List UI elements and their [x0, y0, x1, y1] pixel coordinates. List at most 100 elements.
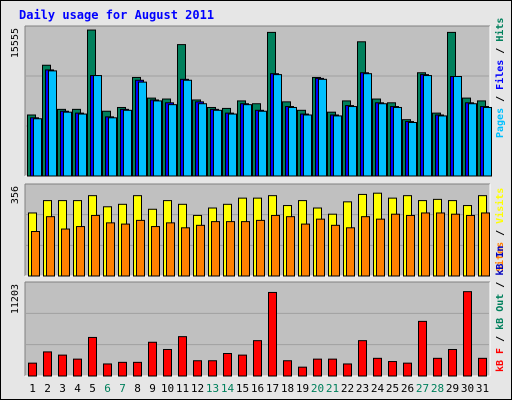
day-label: 24 [371, 382, 385, 395]
bar-sites [136, 219, 145, 277]
legend-entry: / [495, 330, 506, 348]
day-label: 6 [104, 382, 111, 395]
bar-sites [241, 221, 250, 277]
day-label: 3 [59, 382, 66, 395]
bar-pages [303, 114, 312, 177]
bar-sites [61, 228, 70, 277]
day-label: 15 [236, 382, 249, 395]
bar-kb-f [403, 362, 412, 377]
legend-entry: / [495, 224, 506, 242]
bar-pages [363, 73, 372, 177]
bar-sites [46, 216, 55, 277]
bar-sites [436, 212, 445, 277]
y-max-label: 11203 [10, 284, 21, 314]
bar-pages [258, 110, 267, 177]
day-label: 25 [386, 382, 399, 395]
day-label: 17 [266, 382, 279, 395]
legend-entry: / [495, 42, 506, 60]
bar-kb-f [28, 362, 37, 377]
day-label: 22 [341, 382, 354, 395]
bar-sites [406, 214, 415, 277]
bar-pages [48, 70, 57, 177]
day-label: 2 [44, 382, 51, 395]
bar-kb-f [73, 358, 82, 377]
bar-sites [31, 231, 40, 277]
bar-pages [318, 78, 327, 177]
day-label: 29 [446, 382, 459, 395]
bar-pages [483, 106, 492, 177]
day-label: 10 [161, 382, 174, 395]
bar-pages [273, 74, 282, 177]
bar-pages [438, 115, 447, 177]
bar-kb-f [178, 336, 187, 377]
bar-kb-f [283, 360, 292, 377]
bar-sites [76, 226, 85, 277]
bar-pages [423, 75, 432, 177]
legend-entry: kB In [495, 246, 506, 276]
bar-pages [243, 104, 252, 177]
chart-title: Daily usage for August 2011 [19, 8, 214, 22]
bar-kb-f [208, 360, 217, 377]
bar-pages [393, 106, 402, 177]
bar-kb-f [253, 340, 262, 377]
bar-pages [93, 75, 102, 177]
bar-sites [421, 212, 430, 277]
bar-sites [466, 214, 475, 277]
bar-sites [331, 224, 340, 277]
bar-pages [168, 104, 177, 177]
legend-entry: Visits [494, 188, 506, 224]
bar-sites [316, 218, 325, 277]
day-label: 1 [29, 382, 36, 395]
bar-sites [481, 212, 490, 277]
bar-pages [453, 76, 462, 177]
legend-entry: Pages [495, 108, 506, 138]
y-max-label: 356 [10, 186, 21, 204]
bar-kb-f [223, 353, 232, 377]
day-label: 27 [416, 382, 429, 395]
bar-kb-f [163, 348, 172, 377]
bar-sites [376, 218, 385, 277]
day-label: 30 [461, 382, 474, 395]
day-label: 7 [119, 382, 126, 395]
bar-pages [333, 115, 342, 177]
day-label: 21 [326, 382, 339, 395]
bar-pages [213, 109, 222, 177]
bar-pages [33, 118, 42, 177]
panel-legend: kB F / kB Out / kB In [495, 246, 506, 372]
bar-sites [166, 222, 175, 277]
day-label: 18 [281, 382, 294, 395]
bar-pages [183, 79, 192, 177]
bar-kb-f [448, 348, 457, 377]
bar-sites [451, 213, 460, 277]
day-label: 31 [476, 382, 489, 395]
bar-sites [271, 214, 280, 277]
legend-entry: kB Out [495, 294, 506, 330]
legend-entry: kB F [495, 348, 506, 372]
bar-kb-f [148, 341, 157, 377]
bar-sites [286, 216, 295, 277]
bar-pages [198, 103, 207, 177]
bar-pages [288, 106, 297, 177]
day-label: 14 [221, 382, 235, 395]
y-max-label: 15555 [10, 28, 21, 58]
bar-sites [301, 223, 310, 277]
bar-kb-f [238, 354, 247, 377]
legend-entry: Hits [494, 18, 506, 42]
bar-sites [106, 222, 115, 277]
bar-pages [408, 121, 417, 177]
bar-kb-f [103, 363, 112, 377]
bar-sites [391, 213, 400, 277]
bar-sites [256, 219, 265, 277]
bar-pages [138, 81, 147, 177]
bar-kb-f [433, 357, 442, 377]
day-label: 23 [356, 382, 369, 395]
bar-kb-f [58, 354, 67, 377]
bar-pages [348, 106, 357, 177]
bar-sites [196, 224, 205, 277]
bar-sites [346, 227, 355, 277]
panel-kbin-kbout: 11203 kB F / kB Out / kB In [10, 246, 506, 377]
day-label: 19 [296, 382, 309, 395]
legend-entry: Sites [494, 242, 506, 272]
day-label: 26 [401, 382, 414, 395]
